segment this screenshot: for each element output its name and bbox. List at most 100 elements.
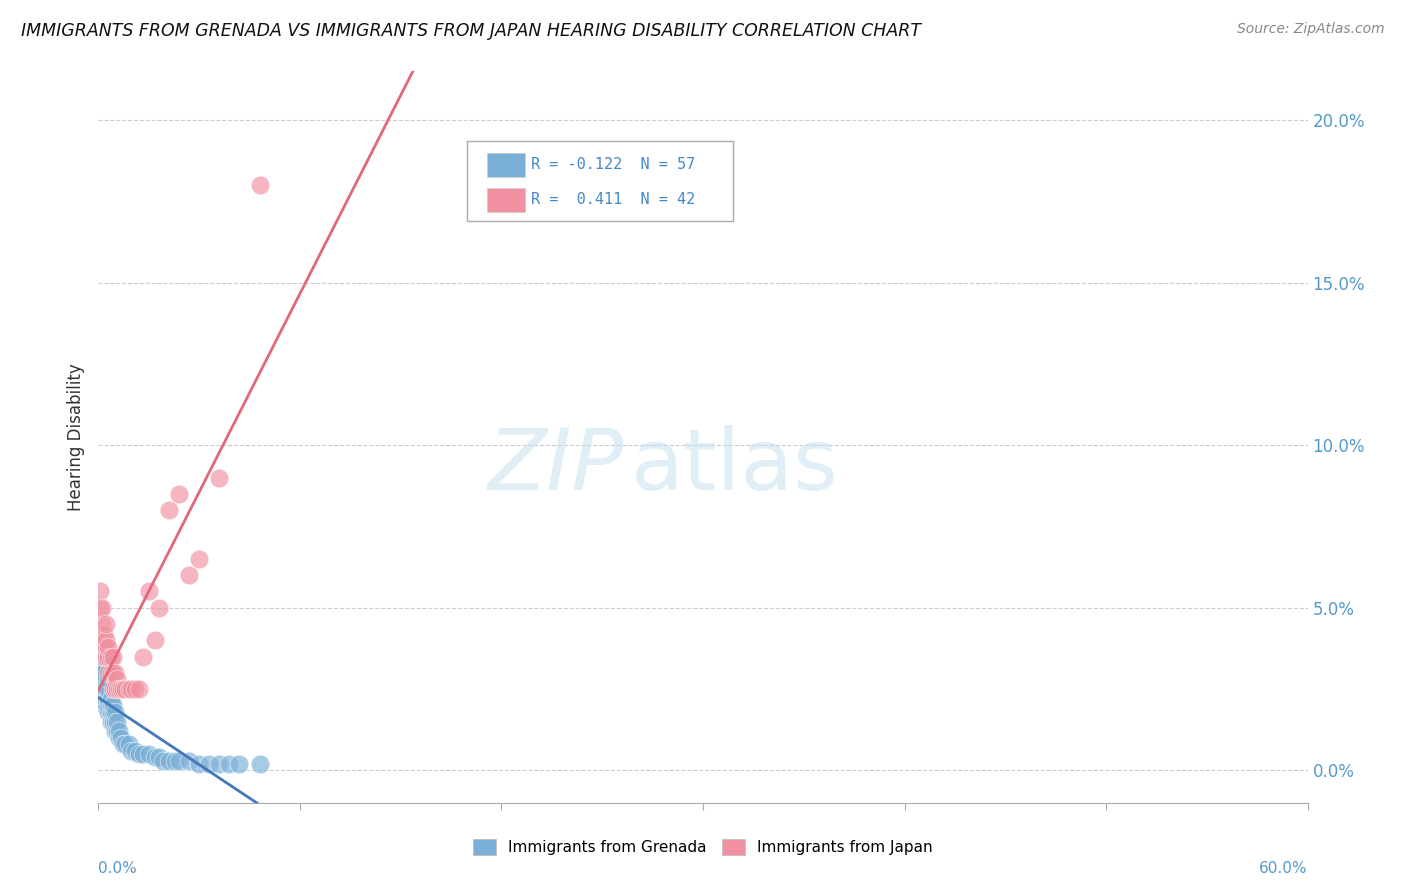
Point (91, 665, 114, 680)
Point (103, 681, 125, 696)
Point (91, 617, 114, 632)
Point (89, 656, 111, 670)
Point (152, 754, 174, 768)
Point (132, 649, 155, 664)
Point (138, 747, 160, 761)
Point (218, 756, 240, 771)
Point (101, 714, 124, 729)
Point (97, 665, 120, 680)
FancyBboxPatch shape (486, 153, 526, 177)
Point (118, 681, 141, 696)
Point (110, 731, 132, 745)
Point (89, 584, 111, 599)
Point (89, 649, 111, 664)
Point (96, 649, 118, 664)
Text: 0.0%: 0.0% (98, 862, 138, 876)
Point (138, 584, 160, 599)
Point (91, 649, 114, 664)
Point (93, 673, 115, 687)
Point (208, 471, 231, 485)
Point (208, 756, 231, 771)
Point (118, 737, 141, 751)
Point (93, 681, 115, 696)
Point (249, 178, 271, 193)
Point (128, 681, 150, 696)
Point (167, 487, 190, 501)
Point (179, 754, 201, 768)
Point (103, 705, 125, 719)
Point (97, 673, 120, 687)
Point (103, 714, 125, 729)
Point (132, 747, 155, 761)
Point (97, 691, 120, 706)
Point (96, 640, 118, 654)
Point (101, 698, 124, 713)
Point (157, 503, 180, 517)
Point (107, 724, 129, 739)
Point (97, 649, 120, 664)
Point (114, 681, 136, 696)
Point (93, 698, 115, 713)
Point (103, 665, 125, 680)
Point (96, 681, 118, 696)
Point (111, 681, 134, 696)
Point (143, 633, 166, 648)
Point (105, 714, 128, 729)
Point (100, 691, 122, 706)
Point (105, 681, 128, 696)
Point (179, 568, 201, 582)
Point (100, 714, 122, 729)
Point (103, 724, 125, 739)
Point (97, 705, 120, 719)
Text: Source: ZipAtlas.com: Source: ZipAtlas.com (1237, 22, 1385, 37)
Point (120, 744, 142, 758)
Point (114, 737, 136, 751)
Text: atlas: atlas (630, 425, 838, 508)
Point (163, 754, 186, 768)
Point (89, 600, 111, 615)
Point (93, 691, 115, 706)
Point (188, 552, 211, 566)
Point (91, 600, 114, 615)
Point (101, 681, 124, 696)
Text: R =  0.411  N = 42: R = 0.411 N = 42 (531, 192, 696, 207)
Point (110, 681, 132, 696)
Point (105, 673, 128, 687)
FancyBboxPatch shape (486, 188, 526, 211)
Point (100, 705, 122, 719)
Point (148, 600, 170, 615)
Point (124, 681, 146, 696)
Text: 60.0%: 60.0% (1260, 862, 1308, 876)
Point (93, 665, 115, 680)
Point (96, 691, 118, 706)
Point (101, 705, 124, 719)
Point (148, 750, 170, 764)
Point (111, 737, 134, 751)
Point (96, 698, 118, 713)
Point (101, 665, 124, 680)
Point (188, 756, 211, 771)
Point (93, 626, 115, 640)
Text: R = -0.122  N = 57: R = -0.122 N = 57 (531, 157, 696, 172)
Point (91, 659, 114, 673)
Point (96, 649, 118, 664)
Point (107, 681, 129, 696)
Point (143, 750, 166, 764)
Point (124, 744, 146, 758)
Point (157, 754, 180, 768)
Point (107, 731, 129, 745)
Point (97, 681, 120, 696)
FancyBboxPatch shape (467, 141, 734, 221)
Y-axis label: Hearing Disability: Hearing Disability (66, 363, 84, 511)
Point (105, 724, 128, 739)
Point (120, 681, 142, 696)
Point (128, 747, 150, 761)
Point (91, 673, 114, 687)
Text: IMMIGRANTS FROM GRENADA VS IMMIGRANTS FROM JAPAN HEARING DISABILITY CORRELATION : IMMIGRANTS FROM GRENADA VS IMMIGRANTS FR… (21, 22, 921, 40)
Point (97, 698, 120, 713)
Point (249, 756, 271, 771)
Point (100, 698, 122, 713)
Point (101, 649, 124, 664)
Point (93, 649, 115, 664)
Point (100, 665, 122, 680)
